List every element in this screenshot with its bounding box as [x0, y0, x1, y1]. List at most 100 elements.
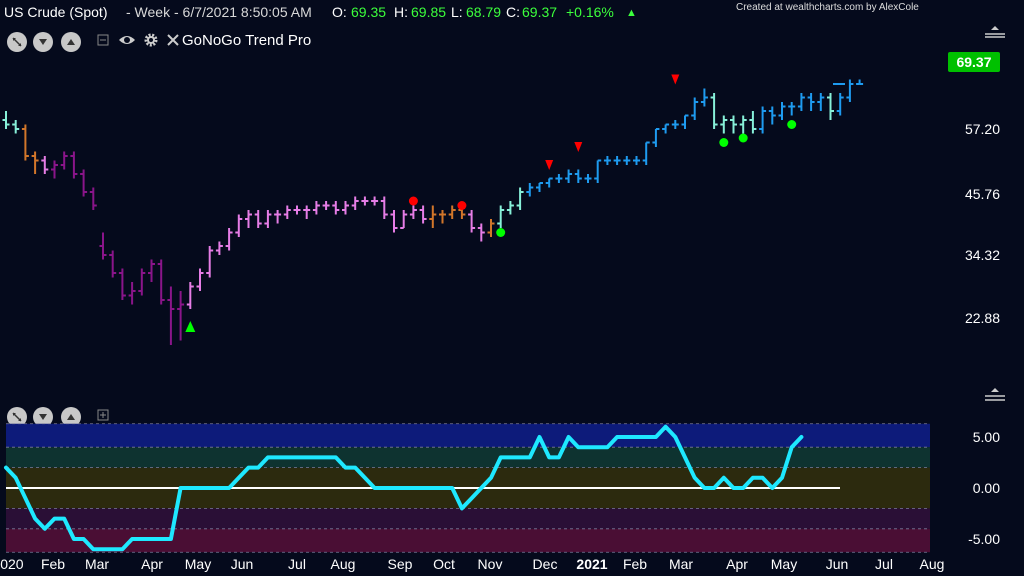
osc-move-pane-up-button[interactable]: [61, 407, 81, 427]
price-bar: [138, 268, 146, 296]
close-label: C:: [506, 4, 520, 20]
price-bar: [836, 93, 844, 116]
price-bar: [487, 219, 495, 237]
triangle-up-icon: [67, 39, 75, 45]
price-bar: [293, 205, 301, 215]
nogo-triangle: [545, 160, 554, 170]
change-percent: +0.16%: [566, 4, 614, 20]
price-bar: [749, 111, 757, 134]
price-bar: [31, 151, 39, 174]
price-bar: [60, 151, 68, 170]
price-bar: [371, 196, 379, 206]
price-bar: [642, 141, 650, 165]
price-bar: [545, 177, 553, 188]
osc-band: [6, 508, 930, 529]
price-bar: [312, 201, 320, 215]
price-bar: [468, 210, 476, 233]
oscillator-series: [4, 424, 804, 552]
price-bar: [51, 160, 58, 179]
month-tick-label: Feb: [40, 556, 66, 572]
price-bar: [12, 120, 20, 134]
month-tick-label: May: [770, 556, 798, 572]
month-tick-label: Mar: [668, 556, 694, 572]
price-tick-label: 34.32: [964, 247, 1000, 263]
add-indicator-icon[interactable]: [97, 409, 109, 421]
open-label: O:: [332, 4, 347, 20]
price-bar: [332, 201, 340, 215]
price-tick-label: 57.20: [964, 121, 1000, 137]
price-bar: [536, 182, 543, 192]
price-bar: [351, 196, 359, 210]
price-bar: [827, 93, 834, 120]
price-bar: [186, 282, 194, 309]
price-bar: [70, 151, 78, 179]
last-price-badge: 69.37: [948, 52, 1000, 72]
price-bar: [768, 106, 776, 125]
price-bar: [817, 93, 825, 111]
price-bar: [400, 210, 408, 229]
price-bar: [846, 79, 854, 102]
month-tick-label: Oct: [433, 556, 455, 572]
price-bar: [652, 128, 660, 147]
month-tick-label: Feb: [622, 556, 648, 572]
month-tick-label: Nov: [477, 556, 503, 572]
price-bar: [710, 93, 718, 129]
close-icon[interactable]: [166, 33, 180, 47]
header-bar: US Crude (Spot) - Week - 6/7/2021 8:50:0…: [0, 0, 1024, 24]
price-bar: [856, 79, 864, 85]
low-label: L:: [451, 4, 463, 20]
price-bar: [380, 196, 388, 219]
price-bar: [739, 115, 747, 134]
price-bar: [497, 205, 505, 228]
price-bar: [662, 123, 670, 134]
price-bar: [584, 174, 592, 183]
price-bar: [477, 223, 485, 242]
gear-icon[interactable]: [143, 32, 159, 48]
month-tick-label: 2020: [0, 556, 24, 572]
symbol-name[interactable]: US Crude (Spot): [4, 4, 108, 20]
month-tick-label: Jul: [288, 556, 306, 572]
price-bar: [118, 268, 126, 300]
nogo-triangle: [671, 74, 680, 85]
minimize-icon[interactable]: [97, 34, 109, 46]
month-tick-label: Jul: [875, 556, 893, 572]
price-tick-label: 45.76: [964, 186, 1000, 202]
price-bar: [390, 210, 398, 233]
price-bar: [274, 210, 282, 224]
price-bar: [283, 205, 291, 219]
month-tick-label: 2021: [576, 556, 608, 572]
price-bars: [2, 79, 864, 345]
month-tick-label: Aug: [919, 556, 945, 572]
osc-collapse-pane-button[interactable]: [7, 407, 27, 427]
eye-icon[interactable]: [118, 33, 136, 47]
price-bar: [613, 156, 621, 165]
collapse-pane-button[interactable]: [7, 32, 27, 52]
price-bar: [429, 205, 437, 228]
osc-move-pane-down-button[interactable]: [33, 407, 53, 427]
price-bar: [80, 169, 88, 197]
price-bar: [21, 124, 29, 161]
price-bar: [109, 250, 117, 278]
osc-scale-handle-icon[interactable]: [983, 386, 1007, 404]
price-bar: [419, 205, 427, 224]
price-bar: [225, 228, 233, 251]
price-bar: [148, 259, 155, 282]
price-bar: [574, 169, 582, 183]
month-tick-label: Jun: [230, 556, 254, 572]
price-bar: [254, 210, 262, 228]
signal-dot: [719, 138, 729, 147]
price-bar: [691, 97, 699, 120]
price-bar: [797, 93, 805, 111]
price-bar: [177, 291, 185, 341]
price-bar: [303, 205, 311, 219]
price-bar: [99, 232, 107, 260]
move-pane-down-button[interactable]: [33, 32, 53, 52]
price-bar: [245, 210, 252, 228]
diagonal-arrows-icon: [12, 37, 22, 47]
price-scale-handle-icon[interactable]: [983, 24, 1007, 38]
price-bar: [720, 115, 728, 134]
price-bar: [89, 187, 97, 210]
move-pane-up-button[interactable]: [61, 32, 81, 52]
price-bar: [439, 210, 446, 224]
